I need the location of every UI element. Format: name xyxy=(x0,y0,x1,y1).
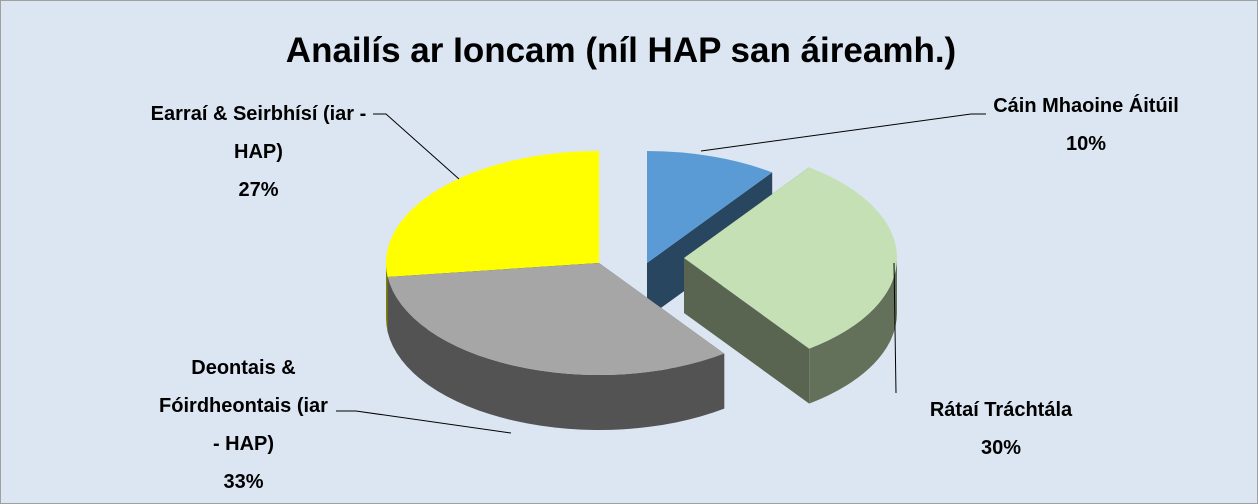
data-label: Rátaí Tráchtála 30% xyxy=(861,391,1141,467)
slice-wall xyxy=(809,258,897,404)
category-label: Deontais & Fóirdheontais (iar - HAP) xyxy=(159,357,328,455)
data-label: Cáin Mhaoine Áitúil 10% xyxy=(986,87,1186,163)
category-label: Rátaí Tráchtála xyxy=(929,399,1073,421)
leader-line xyxy=(373,113,460,180)
slice xyxy=(385,151,599,278)
leader-line xyxy=(893,262,897,394)
category-label: Earraí & Seirbhísí (iar - HAP) xyxy=(150,103,367,163)
value-label: 27% xyxy=(238,179,279,201)
value-label: 10% xyxy=(1065,133,1107,155)
slice-wall xyxy=(387,277,725,430)
slice xyxy=(647,151,773,263)
chart-title: Anailís ar Ioncam (níl HAP san áireamh.) xyxy=(285,31,957,70)
value-label: 33% xyxy=(223,471,264,493)
slice xyxy=(387,263,725,375)
leader-line xyxy=(336,410,512,434)
data-label: Deontais & Fóirdheontais (iar - HAP) 33% xyxy=(156,349,331,501)
category-label: Cáin Mhaoine Áitúil xyxy=(993,95,1179,117)
leader-line xyxy=(700,113,986,152)
data-label: Earraí & Seirbhísí (iar - HAP) 27% xyxy=(141,95,376,209)
value-label: 30% xyxy=(980,437,1022,459)
slice xyxy=(684,167,897,349)
slice-wall xyxy=(386,263,388,333)
slice-side xyxy=(684,258,810,404)
